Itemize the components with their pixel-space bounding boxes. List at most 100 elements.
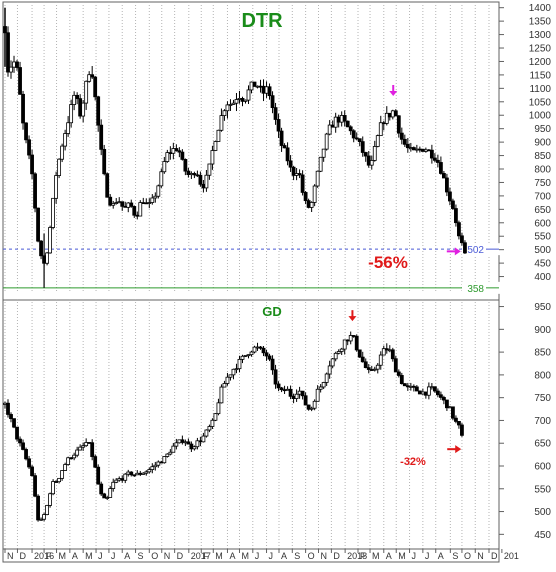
candle-body: [33, 475, 37, 497]
candle-body: [90, 74, 95, 78]
top-panel-candles: [3, 7, 467, 288]
candle-body: [432, 386, 437, 392]
candle-body: [81, 445, 86, 448]
candle-body: [84, 80, 89, 104]
candle-body: [57, 477, 62, 483]
candle-body: [312, 185, 317, 203]
right-arrow-head: [455, 445, 462, 454]
candle-body: [276, 383, 281, 389]
candle-body: [27, 139, 31, 156]
bottom-panel-y-axis: 450 500 550 600 650 700 750 800 850 900 950: [499, 302, 551, 541]
y-tick-label: 400: [534, 272, 551, 283]
candle-body: [429, 149, 434, 159]
x-tick-label: O: [151, 551, 158, 561]
x-tick-label: 2018: [347, 551, 367, 561]
candle-body: [75, 449, 80, 456]
candle-body: [390, 349, 395, 360]
candle-body: [327, 365, 332, 375]
candle-body: [6, 402, 10, 415]
y-tick-label: 1200: [529, 57, 552, 68]
x-tick-label: N: [7, 551, 14, 561]
candle-body: [171, 445, 176, 453]
y-tick-label: 1350: [529, 17, 552, 28]
candle-body: [435, 390, 440, 396]
y-tick-label: 500: [534, 245, 551, 256]
candle-body: [318, 156, 323, 172]
candle-body: [189, 173, 194, 176]
candle-body: [72, 94, 77, 105]
candle-body: [168, 451, 173, 455]
candle-body: [408, 147, 413, 149]
down-arrow-head: [348, 316, 357, 322]
y-tick-label: 1300: [529, 30, 552, 41]
y-tick-label: 700: [534, 416, 551, 427]
candle-body: [318, 386, 323, 390]
candle-body: [93, 456, 98, 468]
x-tick-label: S: [294, 551, 300, 561]
candle-body: [138, 472, 143, 475]
candle-body: [99, 124, 104, 150]
candle-body: [258, 346, 263, 349]
y-tick-label: 850: [534, 151, 551, 162]
candle-body: [63, 464, 68, 471]
x-tick-label: D: [333, 551, 340, 561]
candle-body: [51, 197, 55, 228]
candle-body: [339, 115, 344, 123]
x-tick-label: M: [372, 551, 380, 561]
candle-body: [399, 132, 404, 140]
candle-body: [381, 348, 386, 356]
candle-body: [336, 116, 341, 123]
x-tick-label: F: [203, 551, 209, 561]
candle-body: [336, 351, 341, 354]
x-tick-label: S: [452, 551, 458, 561]
candle-body: [411, 385, 416, 388]
candle-body: [21, 93, 25, 124]
candle-body: [426, 149, 431, 152]
candle-body: [282, 389, 287, 392]
candle-body: [432, 157, 437, 161]
candle-body: [273, 369, 278, 385]
candle-body: [174, 442, 179, 447]
x-tick-label: J: [412, 551, 417, 561]
candle-body: [129, 471, 134, 476]
y-tick-label: 500: [534, 507, 551, 518]
candle-body: [306, 404, 311, 410]
candle-body: [219, 386, 224, 404]
y-tick-label: 800: [534, 165, 551, 176]
x-tick-label: M: [215, 551, 223, 561]
x-tick-label: J: [425, 551, 430, 561]
candle-body: [198, 440, 203, 443]
candle-body: [333, 116, 338, 128]
y-tick-label: 900: [534, 138, 551, 149]
candle-body: [442, 173, 446, 179]
candle-body: [207, 163, 212, 176]
candle-body: [45, 504, 49, 515]
top-chart-title: DTR: [241, 10, 283, 32]
y-tick-label: 950: [534, 124, 551, 135]
candle-body: [246, 89, 251, 101]
candle-body: [252, 346, 257, 353]
candle-body: [375, 364, 380, 370]
x-tick-label: A: [124, 551, 130, 561]
candle-body: [348, 126, 353, 132]
candle-body: [213, 141, 218, 151]
candle-body: [267, 86, 272, 97]
reference-label-bg: [462, 281, 500, 294]
candle-body: [339, 348, 344, 352]
candle-body: [445, 399, 449, 409]
candle-body: [357, 349, 362, 358]
x-tick-label: N: [321, 551, 328, 561]
y-tick-label: 1050: [529, 97, 552, 108]
top-panel-grid: [4, 2, 490, 292]
x-tick-label: D: [177, 551, 184, 561]
x-tick-label: J: [269, 551, 274, 561]
candle-body: [279, 130, 284, 146]
candle-body: [156, 185, 161, 197]
candle-body: [324, 373, 329, 383]
candle-body: [111, 203, 116, 206]
candle-body: [457, 421, 461, 426]
candle-body: [153, 195, 158, 199]
candle-body: [48, 227, 52, 254]
candle-body: [207, 426, 212, 431]
